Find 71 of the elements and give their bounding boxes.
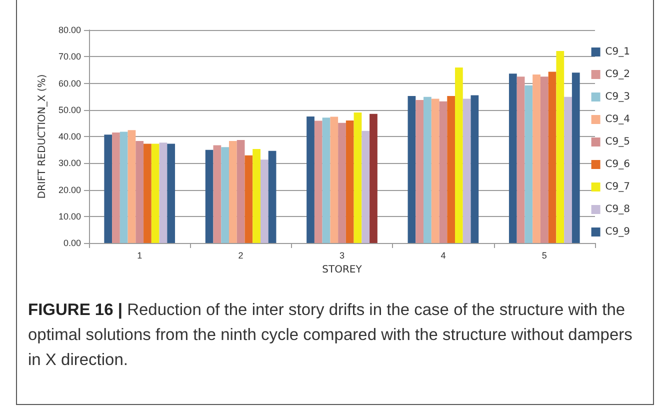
bar bbox=[556, 51, 564, 243]
caption: FIGURE 16 | Reduction of the inter story drifts in the case of the structure with the optimal solutions from the ninth cycle compared with the structure without dampers in X direction. bbox=[28, 300, 634, 371]
y-tick-label: 20.00 bbox=[58, 184, 81, 195]
bar bbox=[524, 85, 533, 243]
bar bbox=[205, 150, 214, 243]
bar bbox=[322, 118, 330, 243]
bar bbox=[136, 141, 144, 243]
bar bbox=[408, 96, 416, 243]
bar bbox=[306, 116, 314, 243]
y-tick-label: 50.00 bbox=[58, 104, 81, 115]
y-tick-label: 60.00 bbox=[58, 78, 81, 88]
legend-label: C9_9 bbox=[605, 226, 630, 238]
legend-label: C9_5 bbox=[605, 136, 630, 148]
bar bbox=[508, 74, 517, 243]
x-tick-label: 2 bbox=[238, 250, 244, 260]
bar bbox=[532, 74, 540, 243]
bar bbox=[354, 112, 362, 243]
bar bbox=[346, 120, 354, 243]
legend-label: C9_8 bbox=[605, 204, 630, 215]
bar bbox=[112, 132, 120, 243]
y-axis-title: DRIFT REDUCTION_X (%) bbox=[37, 74, 48, 199]
bar bbox=[128, 130, 136, 243]
bar bbox=[167, 144, 176, 243]
legend-label: C9_4 bbox=[605, 114, 630, 125]
bar bbox=[424, 96, 432, 243]
bar bbox=[564, 96, 572, 243]
x-axis-title: STOREY bbox=[322, 264, 363, 276]
bar bbox=[548, 72, 556, 243]
bar bbox=[516, 76, 525, 243]
bar bbox=[268, 150, 276, 243]
bar bbox=[370, 114, 378, 243]
bar bbox=[439, 101, 448, 243]
bar bbox=[338, 122, 346, 243]
bar bbox=[244, 155, 253, 243]
legend-label: C9_7 bbox=[605, 182, 630, 192]
y-tick-label: 40.00 bbox=[58, 132, 81, 142]
bar bbox=[431, 98, 440, 243]
bar bbox=[470, 95, 479, 243]
bar bbox=[213, 145, 222, 243]
bar bbox=[462, 98, 471, 243]
x-tick-label: 3 bbox=[339, 250, 345, 260]
y-tick-label: 10.00 bbox=[58, 211, 81, 222]
bar bbox=[221, 147, 229, 243]
bar bbox=[236, 140, 245, 243]
y-tick-label: 80.00 bbox=[58, 25, 81, 35]
legend-label: C9_6 bbox=[605, 159, 630, 170]
bar bbox=[252, 149, 260, 243]
bar bbox=[228, 141, 237, 243]
bar bbox=[144, 144, 152, 243]
bar bbox=[104, 134, 112, 243]
bar bbox=[540, 76, 548, 243]
legend-label: C9_1 bbox=[605, 46, 630, 58]
bar bbox=[120, 132, 128, 243]
legend-label: C9_3 bbox=[605, 92, 630, 102]
bar bbox=[455, 68, 463, 243]
bar bbox=[447, 96, 456, 243]
bar bbox=[260, 160, 268, 243]
bar bbox=[330, 116, 338, 243]
bar bbox=[314, 120, 322, 243]
y-tick-label: 0.00 bbox=[63, 238, 81, 248]
bar bbox=[159, 142, 168, 243]
x-tick-label: 1 bbox=[137, 250, 142, 260]
x-tick-label: 4 bbox=[440, 250, 446, 260]
y-tick-label: 30.00 bbox=[58, 158, 81, 168]
y-tick-label: 70.00 bbox=[58, 52, 81, 62]
bar bbox=[362, 130, 370, 243]
bar bbox=[572, 72, 580, 243]
bar bbox=[416, 100, 424, 243]
legend-label: C9_2 bbox=[605, 69, 630, 80]
x-tick-label: 5 bbox=[542, 250, 547, 260]
bar bbox=[151, 144, 160, 243]
